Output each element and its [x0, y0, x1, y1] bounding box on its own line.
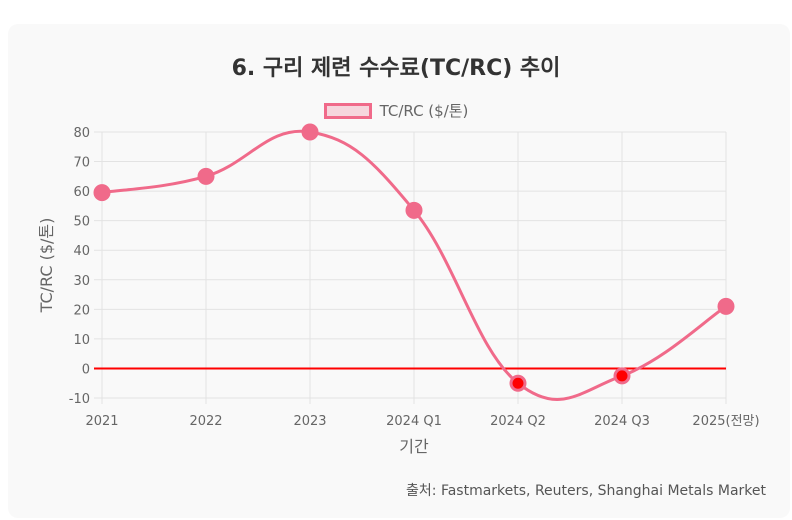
x-axis-label: 기간	[399, 437, 429, 456]
y-axis-ticks: -10 0 10 20 30 40 50 60 70 80	[69, 126, 90, 407]
data-point	[197, 167, 215, 185]
data-point	[301, 123, 319, 141]
y-tick-label: 0	[82, 362, 90, 377]
x-tick-label: 2025(전망)	[692, 414, 759, 429]
legend-label: TC/RC ($/톤)	[379, 102, 469, 120]
grid	[94, 131, 727, 404]
data-point	[405, 201, 423, 219]
data-point	[613, 367, 631, 385]
y-axis-label: TC/RC ($/톤)	[37, 218, 56, 314]
data-points	[93, 123, 735, 392]
legend-swatch	[323, 102, 372, 119]
data-point	[93, 184, 111, 202]
y-tick-label: 80	[73, 126, 90, 141]
x-tick-label: 2024 Q3	[594, 414, 650, 429]
x-tick-label: 2022	[189, 414, 222, 429]
x-tick-label: 2024 Q2	[490, 414, 546, 429]
y-tick-label: 60	[73, 185, 90, 200]
y-tick-label: 70	[73, 156, 90, 171]
y-tick-label: 20	[73, 303, 90, 318]
x-tick-label: 2021	[85, 414, 118, 429]
y-tick-label: 10	[73, 333, 90, 348]
source-note: 출처: Fastmarkets, Reuters, Shanghai Metal…	[406, 483, 766, 499]
data-point	[717, 297, 735, 315]
data-point	[509, 374, 527, 392]
x-tick-label: 2023	[293, 414, 326, 429]
y-tick-label: -10	[69, 392, 90, 407]
y-tick-label: 50	[73, 215, 90, 230]
chart-card	[8, 24, 790, 518]
y-tick-label: 40	[73, 244, 90, 259]
x-axis-ticks: 2021 2022 2023 2024 Q1 2024 Q2 2024 Q3 2025(전망…	[85, 414, 759, 429]
y-tick-label: 30	[73, 274, 90, 289]
x-tick-label: 2024 Q1	[386, 414, 442, 429]
legend[interactable]: TC/RC ($/톤)	[0, 100, 792, 121]
chart-title: 6. 구리 제련 수수료(TC/RC) 추이	[231, 56, 561, 81]
